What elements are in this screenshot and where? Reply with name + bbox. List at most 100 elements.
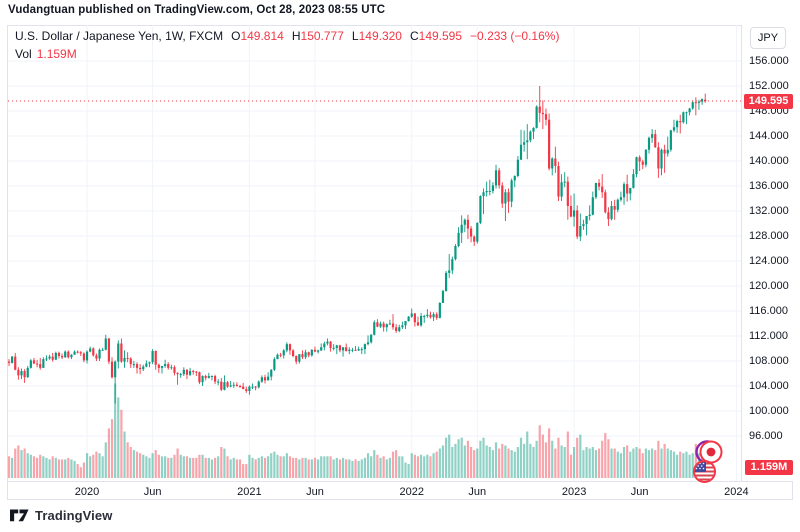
candle-body (485, 191, 488, 193)
price-tick-label: 96.000 (749, 430, 783, 442)
candle-body (232, 384, 235, 386)
volume-bar (351, 460, 354, 478)
candle-body (579, 226, 582, 237)
volume-bar (466, 440, 470, 478)
tradingview-wordmark: TradingView (35, 508, 113, 523)
volume-bar (454, 443, 457, 478)
candle-body (89, 348, 92, 352)
volume-bar (139, 453, 142, 478)
candle-body (42, 359, 45, 368)
candle-body (691, 102, 694, 109)
candle-body (610, 206, 613, 220)
volume-bar (588, 448, 591, 478)
candle-body (73, 351, 76, 355)
candle-body (588, 214, 591, 216)
candle-body (164, 364, 167, 367)
candle-body (114, 361, 117, 378)
currency-unit-button[interactable]: JPY (750, 27, 786, 49)
volume-bar (360, 459, 363, 478)
candle-body (697, 101, 701, 103)
volume-bar (426, 454, 429, 478)
candle-body (479, 196, 482, 223)
volume-label[interactable]: Vol (15, 47, 32, 61)
volume-bar (92, 454, 95, 478)
volume-bar (676, 454, 679, 478)
price-tick-label: 128.000 (749, 230, 789, 242)
candle-body (672, 127, 676, 131)
volume-bar (70, 459, 73, 478)
candle-body (64, 351, 67, 358)
volume-bar (513, 451, 516, 478)
volume-value: 1.159M (36, 47, 77, 61)
candle-body (504, 192, 507, 204)
price-tick-label: 104.000 (749, 380, 789, 392)
candle-body (57, 352, 61, 357)
candle-body (323, 343, 326, 348)
candle-body (79, 352, 82, 354)
candle-body (482, 192, 485, 196)
volume-bar (245, 464, 248, 478)
candle-body (632, 174, 635, 188)
volume-bar (657, 440, 660, 478)
volume-bar (526, 431, 529, 478)
candle-body (604, 192, 607, 213)
candle-body (641, 161, 644, 165)
volume-bar (345, 459, 348, 478)
volume-bar (341, 457, 345, 478)
volume-bar (242, 464, 245, 478)
candle-body (360, 349, 363, 351)
price-tick-label: 140.000 (749, 155, 789, 167)
volume-bar (295, 457, 298, 478)
price-tick-label: 120.000 (749, 280, 789, 292)
volume-bar (210, 459, 214, 478)
candle-body (335, 345, 338, 348)
volume-bar (151, 453, 154, 478)
candle-body (254, 386, 257, 388)
volume-bar (42, 456, 45, 478)
volume-bar (135, 451, 139, 478)
candle-body (401, 325, 404, 328)
volume-bar (282, 456, 285, 478)
candle-body (626, 184, 629, 194)
volume-bar (366, 453, 370, 478)
volume-bar (644, 448, 647, 478)
volume-bar (213, 457, 217, 478)
footer-brand[interactable]: TradingView (10, 508, 112, 523)
volume-bar (132, 450, 135, 478)
volume-bar (188, 457, 192, 478)
candle-body (616, 199, 619, 210)
close-value: 149.595 (418, 29, 463, 43)
candle-body (519, 144, 523, 160)
volume-bar (142, 454, 145, 478)
volume-bar (114, 383, 117, 478)
candle-body (85, 351, 89, 361)
volume-bar (257, 457, 260, 478)
volume-bar (632, 448, 635, 478)
candle-body (466, 219, 470, 229)
volume-bar (597, 448, 601, 478)
candle-body (257, 381, 260, 388)
volume-bar (198, 454, 201, 478)
symbol-title[interactable]: U.S. Dollar / Japanese Yen, 1W, FXCM (15, 29, 224, 43)
volume-bar (176, 448, 179, 478)
candle-body (385, 324, 388, 328)
volume-bar (651, 448, 654, 478)
volume-bar (60, 459, 64, 478)
candle-body (279, 354, 282, 356)
high-value: 150.777 (300, 29, 344, 43)
candle-body (660, 149, 663, 169)
candle-body (366, 342, 370, 345)
volume-bar (89, 456, 92, 478)
candle-body (635, 157, 638, 175)
last-volume-badge: 1.159M (745, 460, 793, 475)
candle-body (23, 371, 26, 378)
candle-body (276, 354, 279, 360)
volume-bar (385, 459, 388, 478)
volume-bar (323, 456, 326, 478)
volume-bar (460, 437, 463, 478)
candle-body (444, 272, 448, 292)
volume-bar (435, 451, 438, 478)
volume-bar (279, 456, 282, 478)
